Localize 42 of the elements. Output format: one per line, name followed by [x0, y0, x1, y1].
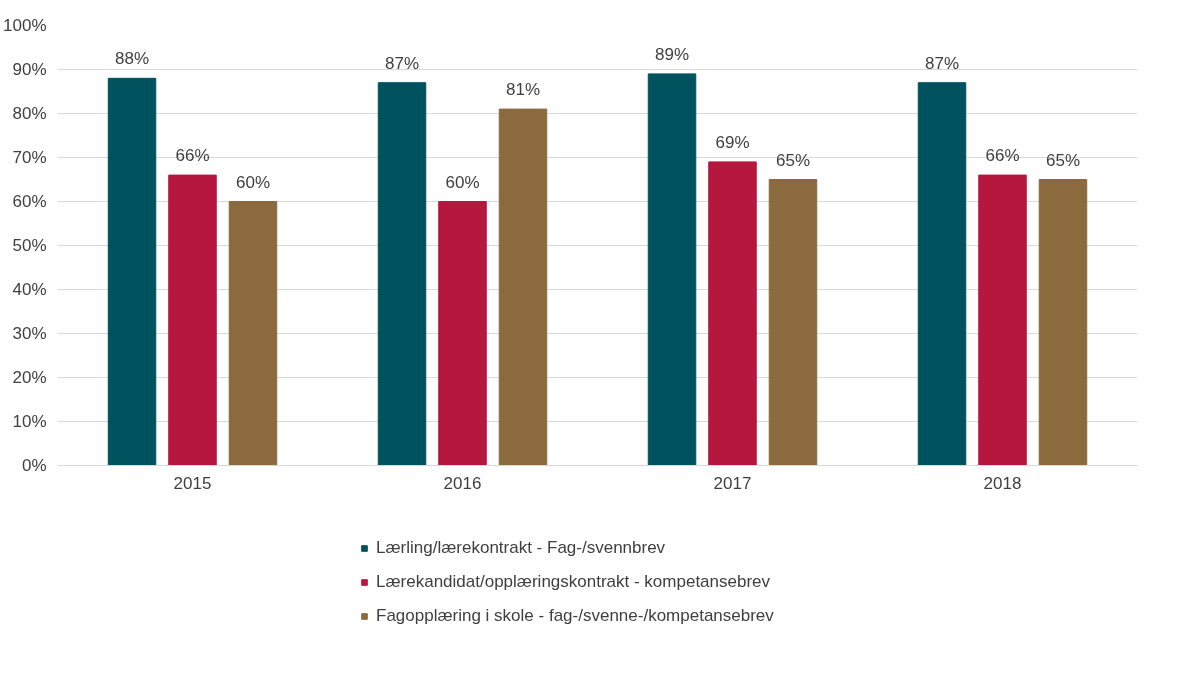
bar	[498, 108, 548, 466]
bar	[168, 174, 217, 466]
bar	[438, 201, 487, 466]
y-tick-label: 10%	[12, 412, 47, 431]
y-tick-label: 30%	[12, 324, 47, 343]
bar	[917, 82, 967, 466]
data-label: 66%	[985, 146, 1020, 166]
y-tick-label: 40%	[12, 280, 47, 299]
y-tick-label: 70%	[12, 148, 47, 167]
legend-label: Lærekandidat/opplæringskontrakt - kompetansebrev	[376, 572, 771, 592]
data-label: 69%	[715, 132, 750, 152]
bar	[978, 174, 1027, 466]
y-tick-label: 100%	[3, 16, 47, 35]
data-label: 60%	[445, 172, 480, 192]
data-label: 65%	[775, 150, 810, 170]
x-tick-label: 2018	[983, 473, 1022, 493]
x-tick-label: 2015	[173, 473, 212, 493]
x-tick-label: 2017	[713, 473, 752, 493]
data-label: 87%	[925, 53, 960, 73]
data-label: 88%	[115, 49, 150, 69]
y-tick-label: 60%	[12, 192, 47, 211]
bar	[708, 161, 757, 466]
data-label: 81%	[505, 80, 540, 100]
data-label: 89%	[655, 44, 690, 64]
x-tick-label: 2016	[443, 473, 482, 493]
y-tick-label: 0%	[21, 456, 47, 475]
data-label: 65%	[1045, 150, 1080, 170]
bar	[228, 201, 278, 466]
bar	[1038, 179, 1088, 466]
legend-label: Fagopplæring i skole - fag-/svenne-/kompetansebrev	[376, 606, 774, 626]
data-label: 87%	[385, 53, 420, 73]
bar	[768, 179, 818, 466]
data-label: 60%	[235, 172, 270, 192]
y-tick-label: 20%	[12, 368, 47, 387]
data-label: 66%	[175, 146, 210, 166]
y-tick-label: 80%	[12, 104, 47, 123]
legend-label: Lærling/lærekontrakt - Fag-/svennbrev	[376, 538, 666, 558]
y-tick-label: 50%	[12, 236, 47, 255]
y-tick-label: 90%	[12, 60, 47, 79]
bar	[647, 73, 697, 466]
bar	[377, 82, 427, 466]
bar	[107, 77, 157, 466]
